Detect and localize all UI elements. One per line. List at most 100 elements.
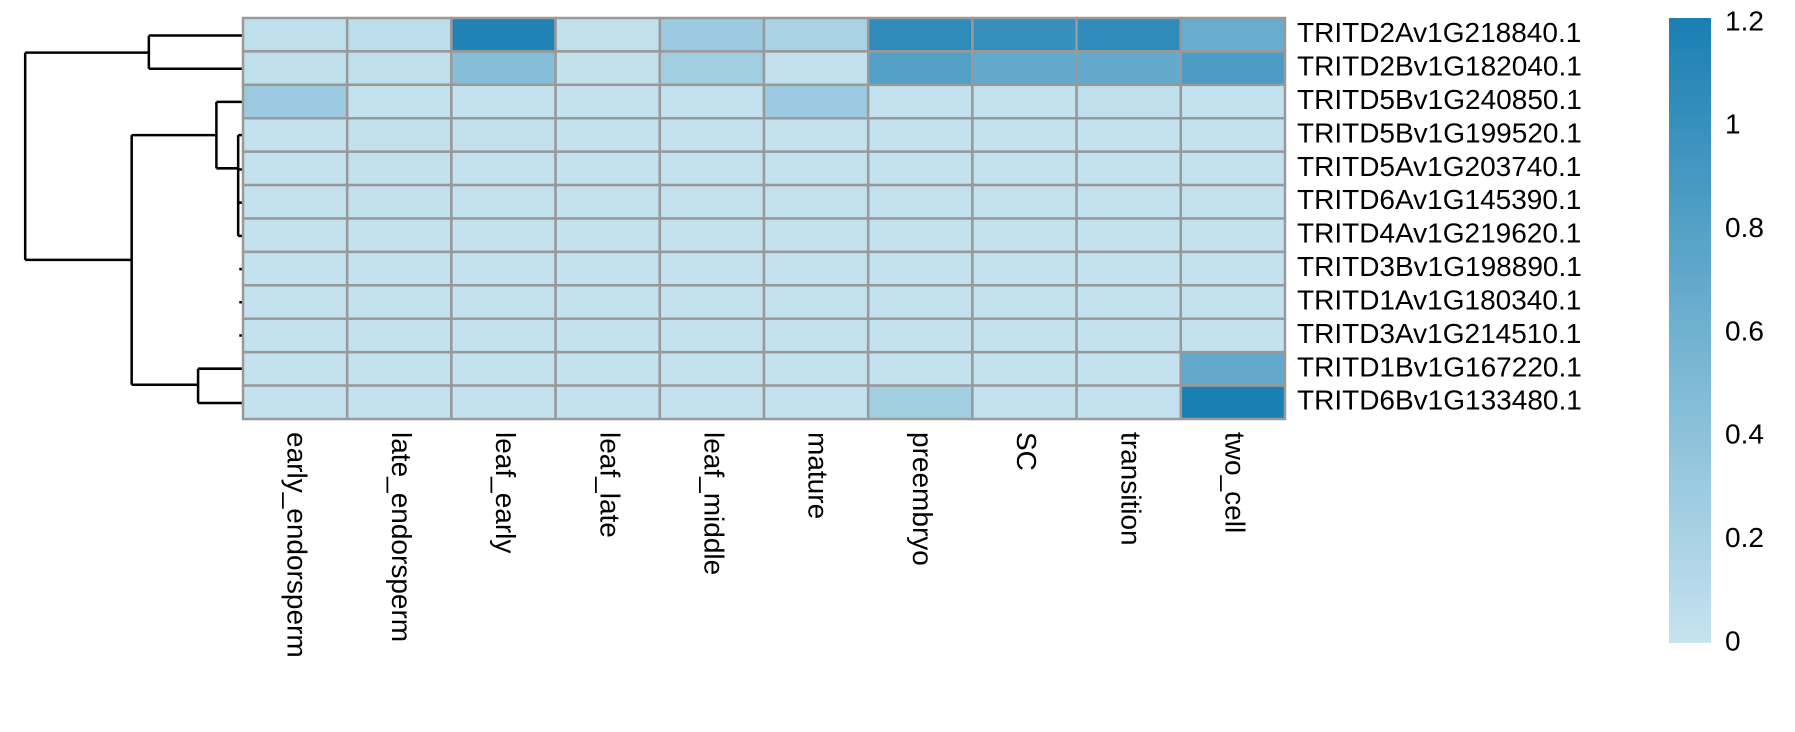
heatmap-cell bbox=[1075, 183, 1183, 220]
heatmap-cell bbox=[658, 217, 766, 254]
heatmap-cell bbox=[450, 350, 557, 387]
heatmap-cell bbox=[241, 117, 349, 153]
heatmap-cell bbox=[1075, 317, 1183, 354]
row-label: TRITD1Av1G180340.1 bbox=[1297, 284, 1581, 315]
heatmap-cell bbox=[1075, 250, 1183, 287]
row-label: TRITD5Bv1G240850.1 bbox=[1297, 84, 1582, 115]
heatmap-cell bbox=[762, 16, 870, 53]
heatmap-cell bbox=[866, 83, 974, 120]
color-bar-label: 1.2 bbox=[1725, 5, 1764, 36]
heatmap-cell bbox=[1179, 217, 1287, 254]
heatmap-cell bbox=[866, 250, 974, 287]
column-label: mature bbox=[803, 432, 834, 519]
heatmap-cell bbox=[1179, 183, 1287, 220]
heatmap-cell bbox=[658, 16, 766, 53]
heatmap-cell bbox=[971, 250, 1078, 287]
heatmap-cell bbox=[241, 183, 349, 220]
row-label: TRITD3Bv1G198890.1 bbox=[1297, 251, 1582, 282]
heatmap-cell bbox=[345, 183, 453, 220]
heatmap-cell bbox=[762, 150, 870, 187]
heatmap-cell bbox=[450, 384, 557, 421]
heatmap-cell bbox=[345, 217, 453, 254]
color-bar-label: 1 bbox=[1725, 109, 1741, 140]
heatmap-cell bbox=[450, 50, 557, 87]
heatmap-cell bbox=[1179, 150, 1287, 187]
color-bar bbox=[1669, 18, 1711, 643]
heatmap-cell bbox=[1179, 250, 1287, 287]
heatmap-cell bbox=[241, 350, 349, 387]
heatmap-cell bbox=[241, 16, 349, 53]
heatmap-cell bbox=[554, 250, 662, 287]
heatmap-cell bbox=[971, 183, 1078, 220]
heatmap-cell bbox=[866, 284, 974, 321]
heatmap-cell bbox=[762, 250, 870, 287]
heatmap-cell bbox=[658, 250, 766, 287]
heatmap-cell bbox=[658, 83, 766, 120]
heatmap-cell bbox=[345, 150, 453, 187]
heatmap-cell bbox=[345, 50, 453, 87]
color-bar-label: 0.6 bbox=[1725, 315, 1764, 346]
row-label: TRITD1Bv1G167220.1 bbox=[1297, 351, 1582, 382]
heatmap-cell bbox=[1075, 217, 1183, 254]
heatmap-cell bbox=[241, 317, 349, 354]
heatmap-cell bbox=[554, 183, 662, 220]
heatmap-cell bbox=[762, 350, 870, 387]
heatmap-cell bbox=[554, 317, 662, 354]
heatmap-cell bbox=[554, 217, 662, 254]
heatmap-cell bbox=[658, 384, 766, 421]
heatmap-cell bbox=[866, 350, 974, 387]
heatmap-cell bbox=[762, 83, 870, 120]
heatmap-cell bbox=[241, 250, 349, 287]
heatmap-cell bbox=[1075, 284, 1183, 321]
column-label: late_endorsperm bbox=[386, 432, 417, 642]
heatmap-cell bbox=[1179, 350, 1287, 387]
heatmap-cell bbox=[971, 16, 1078, 53]
column-label: leaf_late bbox=[594, 432, 625, 538]
color-bar-label: 0.4 bbox=[1725, 419, 1764, 450]
heatmap-cell bbox=[1075, 350, 1183, 387]
heatmap-cell bbox=[450, 183, 557, 220]
column-label: leaf_middle bbox=[699, 432, 730, 575]
heatmap-cell bbox=[762, 50, 870, 87]
heatmap-cell bbox=[866, 117, 974, 153]
heatmap-cell bbox=[971, 150, 1078, 187]
heatmap-cell bbox=[1179, 83, 1287, 120]
heatmap-cell bbox=[762, 384, 870, 421]
heatmap-cell bbox=[1075, 384, 1183, 421]
heatmap-cell bbox=[866, 150, 974, 187]
heatmap-cell bbox=[866, 50, 974, 87]
heatmap-cell bbox=[554, 284, 662, 321]
heatmap-cell bbox=[241, 50, 349, 87]
column-label: preembryo bbox=[907, 432, 938, 566]
heatmap-cell bbox=[345, 284, 453, 321]
heatmap-cell bbox=[1075, 16, 1183, 53]
column-label: two_cell bbox=[1220, 432, 1251, 533]
heatmap-cell bbox=[866, 317, 974, 354]
heatmap-cell bbox=[762, 117, 870, 153]
heatmap-cell bbox=[1075, 150, 1183, 187]
heatmap-cell bbox=[658, 117, 766, 153]
heatmap-cell bbox=[554, 384, 662, 421]
heatmap-cell bbox=[450, 16, 557, 53]
heatmap-cell bbox=[241, 83, 349, 120]
row-label: TRITD2Bv1G182040.1 bbox=[1297, 51, 1582, 82]
heatmap-cell bbox=[762, 217, 870, 254]
row-label: TRITD6Bv1G133480.1 bbox=[1297, 385, 1582, 416]
heatmap-cell bbox=[762, 284, 870, 321]
heatmap-cell bbox=[554, 150, 662, 187]
heatmap-cell bbox=[554, 117, 662, 153]
heatmap-cell bbox=[450, 83, 557, 120]
heatmap-cell bbox=[1179, 50, 1287, 87]
heatmap-cell bbox=[345, 250, 453, 287]
heatmap-cell bbox=[554, 350, 662, 387]
color-bar-label: 0.2 bbox=[1725, 522, 1764, 553]
heatmap-cell bbox=[554, 50, 662, 87]
heatmap-cell bbox=[658, 50, 766, 87]
heatmap-cell bbox=[866, 16, 974, 53]
heatmap-cell bbox=[554, 16, 662, 53]
heatmap-cell bbox=[971, 217, 1078, 254]
heatmap-cell bbox=[971, 50, 1078, 87]
heatmap-cell bbox=[866, 217, 974, 254]
heatmap-cell bbox=[345, 384, 453, 421]
heatmap-cell bbox=[658, 150, 766, 187]
